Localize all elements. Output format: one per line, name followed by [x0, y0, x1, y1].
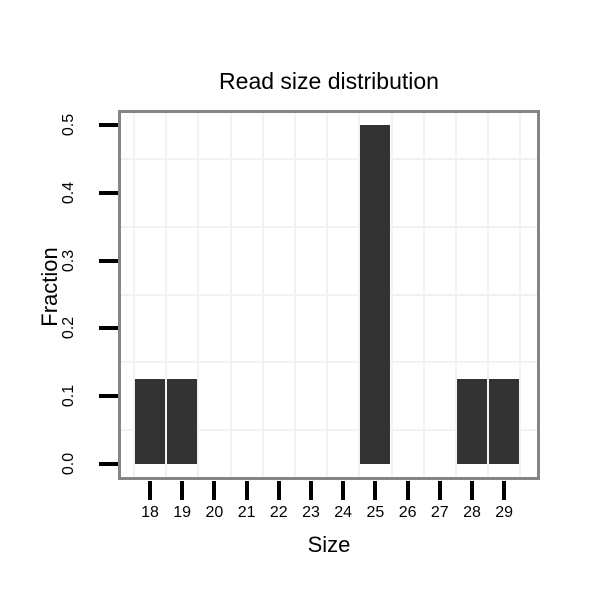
- y-tick-label: 0.5: [60, 113, 77, 137]
- x-axis-label: Size: [307, 532, 351, 557]
- bar-size-19: [167, 379, 198, 464]
- x-tick-mark: [148, 481, 152, 500]
- x-tick-label: 26: [398, 504, 417, 521]
- bar-size-25: [360, 125, 391, 464]
- plot-panel: [118, 110, 540, 480]
- y-tick-mark: [99, 258, 118, 263]
- minor-gridline-horizontal: [118, 293, 540, 296]
- x-tick-mark: [244, 481, 249, 500]
- x-tick-mark: [502, 481, 507, 500]
- x-tick-label: 28: [463, 504, 481, 521]
- y-tick-mark: [99, 326, 118, 331]
- x-tick-label: 18: [141, 504, 159, 521]
- x-tick-label: 24: [334, 504, 353, 521]
- x-tick-label: 20: [205, 504, 224, 521]
- x-tick-mark: [309, 481, 313, 500]
- bar-size-29: [489, 379, 520, 464]
- bar-size-28: [457, 379, 487, 464]
- x-tick-mark: [276, 481, 281, 500]
- x-tick-label: 25: [366, 504, 385, 521]
- minor-gridline-horizontal: [118, 157, 540, 160]
- chart-title: Read size distribution: [219, 68, 439, 94]
- y-tick-label: 0.3: [60, 249, 77, 272]
- y-tick-label: 0.0: [60, 452, 77, 476]
- minor-gridline-horizontal: [118, 225, 540, 228]
- x-tick-label: 22: [269, 504, 288, 521]
- minor-gridline-horizontal: [118, 361, 540, 364]
- x-tick-mark: [212, 481, 217, 500]
- x-tick-mark: [341, 481, 346, 500]
- x-tick-mark: [180, 481, 185, 500]
- y-tick-mark: [99, 462, 118, 466]
- y-tick-label: 0.1: [60, 385, 77, 408]
- x-tick-mark: [470, 481, 474, 500]
- x-tick-label: 29: [495, 504, 514, 521]
- x-tick-label: 23: [302, 504, 320, 521]
- x-tick-mark: [373, 481, 378, 500]
- bar-size-18: [135, 379, 165, 464]
- x-tick-label: 21: [237, 504, 256, 521]
- y-tick-mark: [99, 190, 118, 195]
- x-tick-mark: [437, 481, 442, 500]
- y-tick-mark: [99, 123, 118, 127]
- y-tick-label: 0.4: [60, 181, 77, 204]
- y-tick-mark: [99, 394, 118, 399]
- x-tick-label: 19: [173, 504, 192, 521]
- x-tick-label: 27: [430, 504, 449, 521]
- x-tick-mark: [405, 481, 410, 500]
- y-tick-label: 0.2: [60, 317, 77, 340]
- minor-gridline-horizontal: [118, 429, 540, 432]
